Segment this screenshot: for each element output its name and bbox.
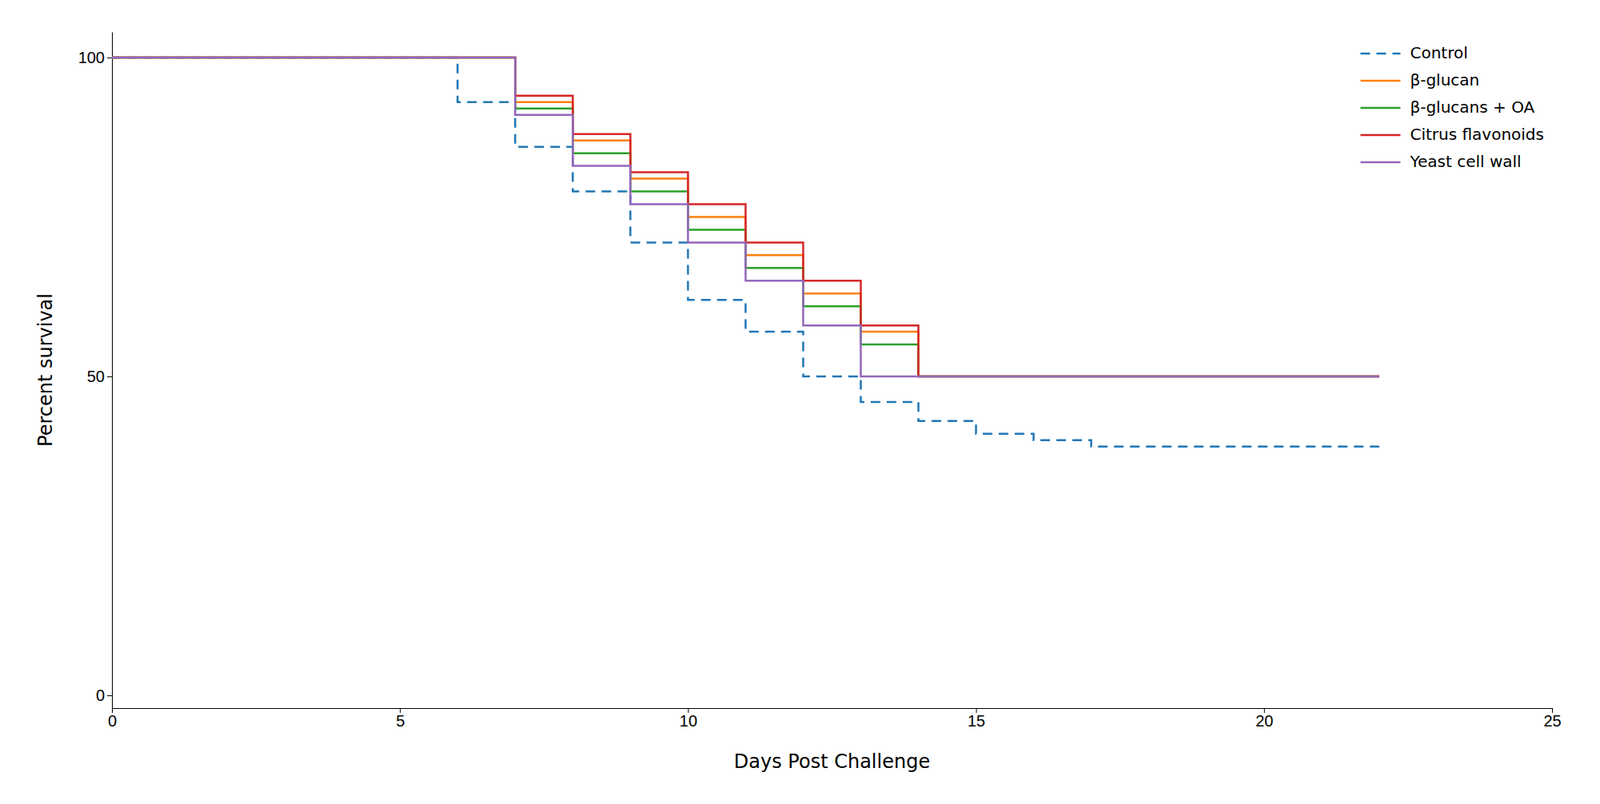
legend-label: β-glucans + OA: [1409, 97, 1535, 117]
chart: 0 5 10 15 20 25 0 50 100 Days Post Challenge Perce…: [0, 0, 1600, 804]
legend-item: β-glucan: [1360, 70, 1480, 90]
legend-label: Control: [1409, 43, 1468, 63]
axis-line: [112, 708, 1553, 710]
tick-label: 5: [395, 712, 405, 731]
legend-item: Citrus flavonoids: [1360, 124, 1545, 144]
legend-item: Yeast cell wall: [1360, 151, 1521, 172]
series-line: [111, 57, 1380, 377]
series-line: [111, 57, 1380, 377]
legend-label: Citrus flavonoids: [1409, 124, 1545, 144]
tick-label: 0: [95, 686, 105, 705]
tick-label: 100: [78, 48, 105, 67]
tick-label: 50: [87, 367, 105, 386]
tick-mark: [107, 695, 112, 697]
legend-label: Yeast cell wall: [1408, 151, 1521, 172]
tick: 25: [1543, 708, 1561, 731]
x-axis: 0 5 10 15 20 25: [107, 708, 1562, 731]
tick-label: 20: [1255, 712, 1273, 731]
tick: 20: [1255, 708, 1273, 731]
y-axis: 0 50 100: [78, 32, 113, 710]
legend: Control β-glucan β-glucans + OA Citrus flav…: [1360, 43, 1545, 172]
tick-label: 15: [967, 712, 986, 731]
tick-label: 10: [679, 712, 698, 731]
legend-swatch: [1360, 79, 1401, 83]
plot-area: [111, 57, 1380, 447]
tick-mark: [107, 376, 112, 378]
tick: 15: [967, 708, 986, 731]
tick: 5: [395, 708, 405, 731]
tick-label: 0: [107, 712, 117, 731]
tick: 10: [679, 708, 698, 731]
tick: 0: [107, 708, 117, 731]
legend-swatch: [1360, 52, 1401, 56]
tick-mark: [107, 57, 112, 59]
legend-swatch: [1360, 107, 1401, 110]
axis-line: [111, 32, 113, 710]
tick: 50: [87, 367, 112, 386]
legend-label: β-glucan: [1409, 70, 1480, 90]
x-axis-title: Days Post Challenge: [734, 750, 930, 774]
series-line: [111, 57, 1380, 447]
tick: 0: [95, 686, 112, 705]
legend-item: Control: [1360, 43, 1468, 63]
tick-label: 25: [1543, 712, 1561, 731]
legend-swatch: [1360, 134, 1401, 137]
series-line: [111, 57, 1380, 377]
y-axis-title: Percent survival: [34, 293, 57, 447]
legend-swatch: [1360, 161, 1401, 164]
tick: 100: [78, 48, 112, 67]
legend-item: β-glucans + OA: [1360, 97, 1535, 117]
series-line: [111, 57, 1380, 377]
